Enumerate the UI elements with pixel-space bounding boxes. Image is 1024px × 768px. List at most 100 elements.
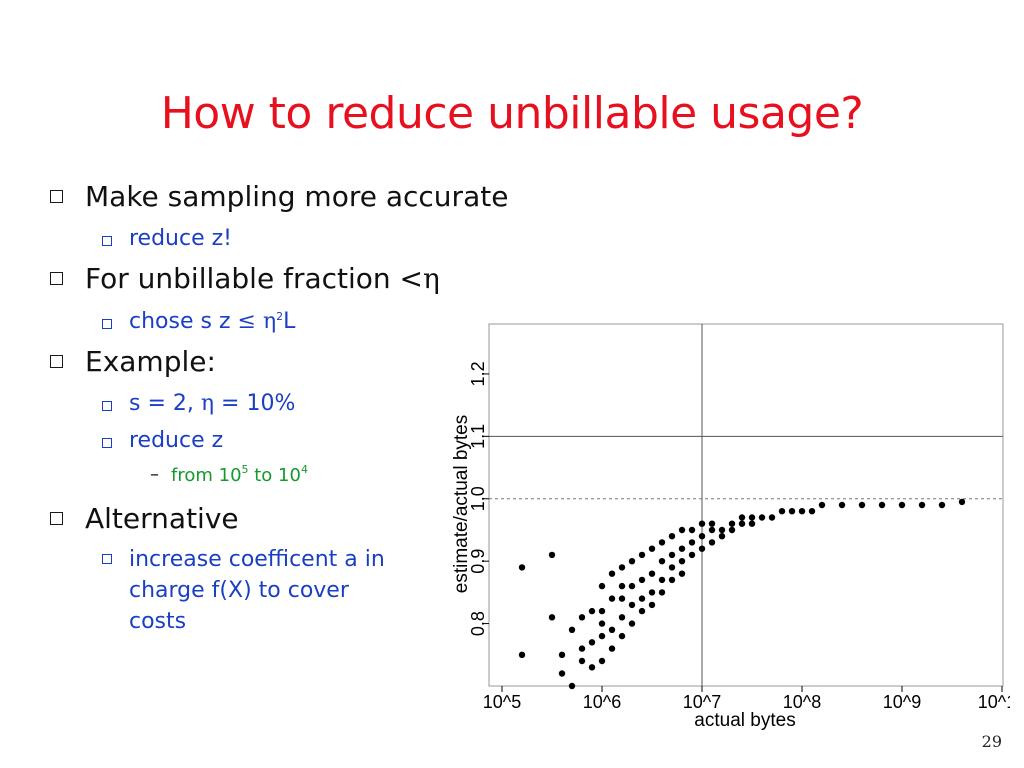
sub-bullet-chose-s-z: chose s z ≤ η2L (102, 309, 295, 334)
data-point (648, 545, 656, 552)
square-bullet-icon (102, 554, 112, 564)
square-bullet-icon (102, 236, 112, 246)
y-tick-label: 1.0 (468, 486, 488, 511)
data-point (518, 564, 526, 571)
x-tick-label: 10^7 (683, 692, 721, 712)
bullet-make-sampling: Make sampling more accurate (50, 180, 508, 213)
data-point (688, 539, 696, 546)
data-point (598, 582, 606, 590)
data-point (598, 620, 606, 627)
sub-bullet-s-eta: s = 2, η = 10% (102, 391, 295, 416)
square-bullet-icon (102, 438, 112, 448)
data-point (638, 576, 646, 584)
data-point (788, 508, 796, 515)
data-point (598, 657, 606, 665)
data-point (628, 620, 636, 627)
data-point (608, 570, 616, 577)
sub-bullet-text: increase coefficent a in charge f(X) to … (129, 547, 385, 634)
data-point (588, 639, 596, 646)
data-point (748, 520, 756, 527)
data-point (518, 651, 526, 658)
sub-sub-bullet-from-to: – from 105 to 104 (150, 463, 308, 486)
data-point (558, 651, 566, 658)
data-point (658, 576, 666, 584)
bullet-example: Example: (50, 345, 216, 378)
data-point (668, 551, 676, 559)
x-axis-label: actual bytes (694, 710, 795, 731)
le-symbol: ≤ (237, 309, 256, 334)
sub-bullet-text: reduce z (129, 428, 224, 453)
data-point (738, 514, 746, 521)
x-tick-label: 10^10 (978, 692, 1010, 712)
data-point (798, 508, 806, 515)
data-point (628, 582, 636, 590)
data-point (738, 520, 746, 527)
data-point (618, 564, 626, 571)
data-point (818, 501, 826, 509)
data-point (568, 626, 576, 633)
data-point (938, 501, 946, 509)
data-point (588, 607, 596, 615)
data-point (698, 520, 706, 527)
reference-lines (489, 324, 1003, 686)
y-tick-label: 1.1 (468, 424, 488, 449)
sub-bullet-reduce-z: reduce z! (102, 226, 232, 251)
data-points (518, 498, 966, 690)
sub-bullet-text: reduce z! (129, 226, 232, 251)
square-bullet-icon (50, 355, 63, 368)
data-point (688, 526, 696, 534)
data-point (598, 607, 606, 615)
bullet-alternative: Alternative (50, 502, 239, 535)
data-point (958, 498, 966, 506)
data-point (728, 526, 736, 534)
data-point (838, 501, 846, 509)
data-point (578, 645, 586, 652)
y-tick-label: 0.8 (468, 611, 488, 636)
x-tick-label: 10^8 (783, 692, 821, 712)
data-point (678, 570, 686, 577)
data-point (648, 570, 656, 577)
data-point (618, 614, 626, 621)
bullet-unbillable-fraction: For unbillable fraction < η (50, 262, 440, 295)
sub-bullet-text: chose s z ≤ η2L (129, 309, 296, 334)
sub-bullet-increase-coefficient: increase coefficent a in charge f(X) to … (102, 544, 402, 637)
y-tick-label: 0.9 (468, 549, 488, 574)
data-point (668, 576, 676, 584)
data-point (708, 520, 716, 527)
y-axis-label: estimate/actual bytes (451, 415, 472, 593)
data-point (708, 526, 716, 534)
data-point (618, 632, 626, 640)
x-tick-label: 10^5 (483, 692, 521, 712)
square-bullet-icon (50, 190, 63, 203)
data-point (628, 601, 636, 609)
data-point (548, 551, 556, 559)
data-point (698, 533, 706, 540)
x-tick-label: 10^6 (583, 692, 621, 712)
exponent: 2 (276, 310, 284, 323)
sub-bullet-reduce-z-2: reduce z (102, 428, 223, 453)
data-point (658, 539, 666, 546)
data-point (718, 533, 726, 540)
bullet-text: Alternative (85, 502, 239, 535)
data-point (648, 589, 656, 596)
data-point (568, 682, 576, 690)
y-tick-label: 1.2 (468, 361, 488, 386)
bullet-text: Example: (85, 345, 216, 378)
data-point (728, 520, 736, 527)
data-point (778, 508, 786, 515)
bullet-text: For unbillable fraction < (85, 262, 424, 295)
sub-bullet-text: s = 2, η = 10% (129, 391, 296, 416)
data-point (638, 607, 646, 615)
data-point (678, 558, 686, 565)
eta-symbol: η (423, 262, 440, 295)
data-point (918, 501, 926, 509)
data-point (678, 545, 686, 552)
data-point (758, 514, 766, 521)
data-point (698, 545, 706, 552)
data-point (578, 657, 586, 665)
bullet-text: Make sampling more accurate (85, 180, 509, 213)
page-number: 29 (981, 732, 1002, 751)
data-point (618, 582, 626, 590)
data-point (598, 632, 606, 640)
dash-bullet-icon: – (150, 464, 159, 485)
